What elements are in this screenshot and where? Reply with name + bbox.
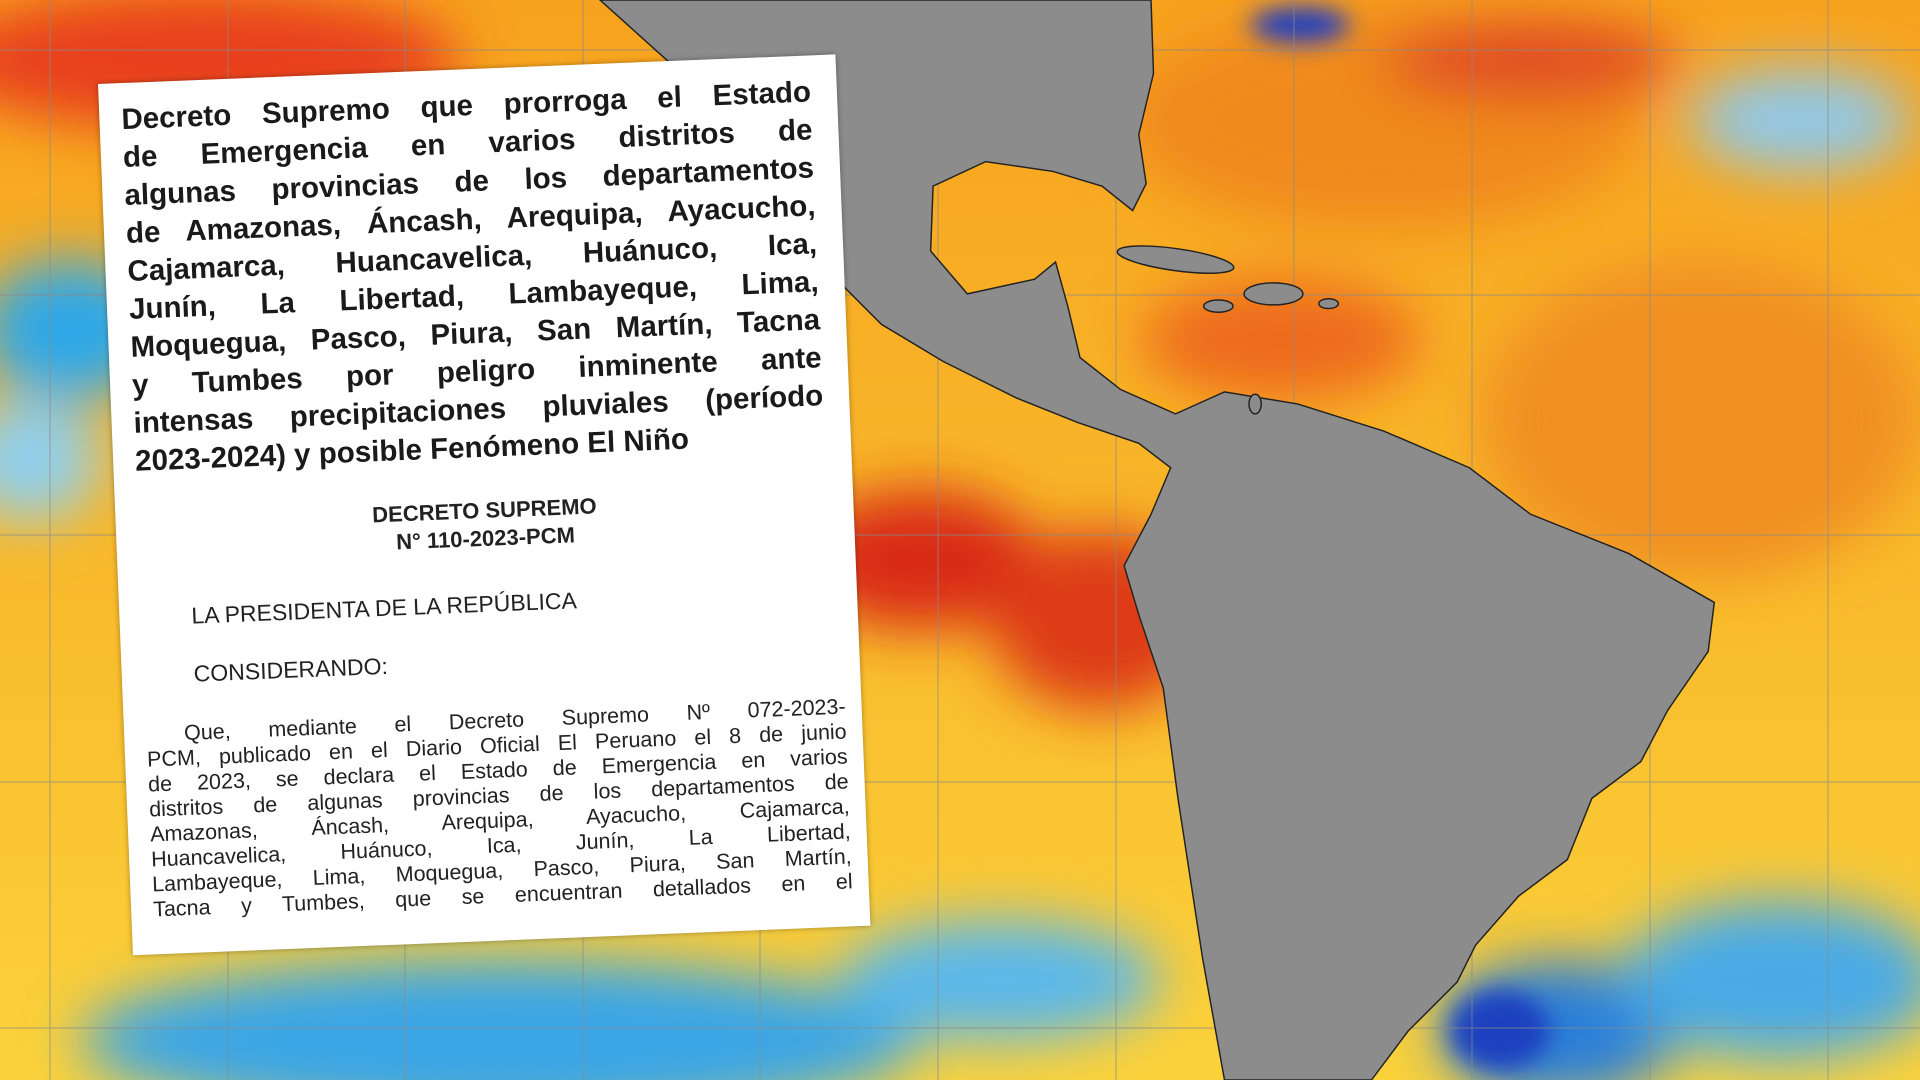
decree-document: Decreto Supremo que prorroga el Estado de…: [98, 54, 871, 956]
issuer: LA PRESIDENTA DE LA REPÚBLICA: [190, 587, 578, 629]
section-heading: CONSIDERANDO:: [193, 652, 389, 687]
document-body: Que, mediante el Decreto Supremo Nº 072-…: [146, 695, 853, 923]
document-title: Decreto Supremo que prorroga el Estado de…: [121, 73, 826, 480]
landmasses: [598, 0, 1716, 1080]
decree-heading: DECRETO SUPREMO N° 110-2023-PCM: [115, 482, 855, 568]
cold-cores: [1250, 7, 1550, 1070]
